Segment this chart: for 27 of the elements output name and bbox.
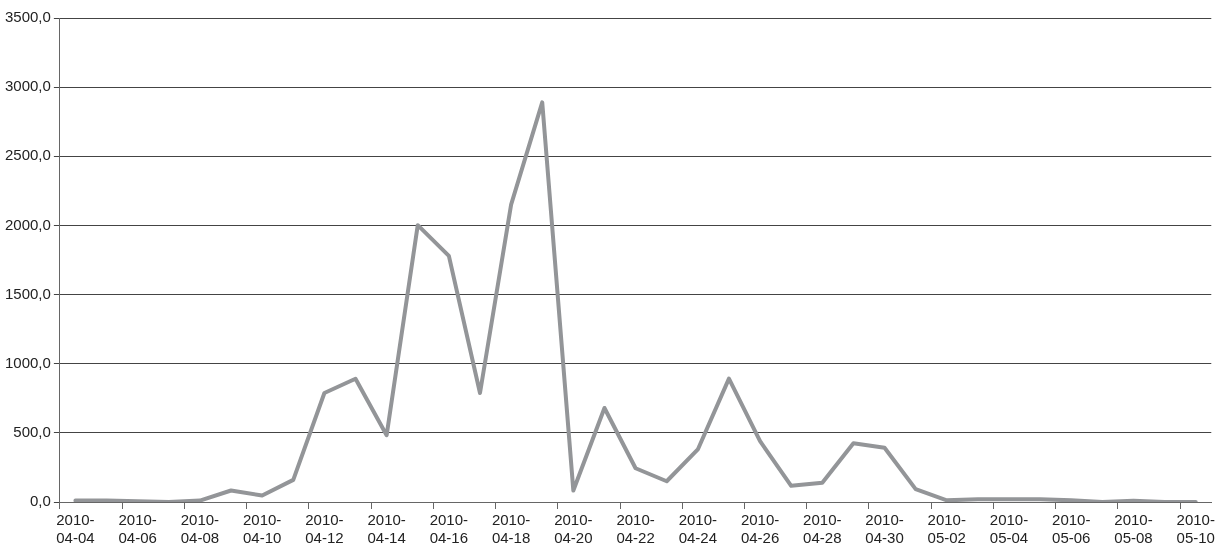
x-tick-label: 2010-04-08: [180, 511, 220, 547]
y-tick-label: 2500,0: [4, 146, 51, 164]
y-tick-label: 500,0: [13, 423, 51, 440]
y-tick-label: 1000,0: [4, 353, 51, 371]
x-tick-label: 2010-05-08: [1114, 511, 1153, 547]
x-tick-label: 2010-04-06: [118, 511, 157, 547]
y-tick-label: 0,0: [30, 492, 51, 510]
x-tick-label: 2010-04-20: [554, 511, 593, 547]
x-tick-label: 2010-04-14: [367, 511, 406, 547]
y-tick-label: 3500,0: [4, 8, 51, 26]
x-tick-label: 2010-04-10: [242, 511, 282, 547]
x-tick-label: 2010-04-30: [865, 511, 904, 547]
x-tick-label: 2010-05-10: [1176, 511, 1215, 547]
x-tick-label: 2010-04-26: [740, 511, 780, 547]
x-tick-label: 2010-04-28: [803, 511, 842, 547]
x-tick-label: 2010-04-18: [491, 511, 531, 547]
x-tick-label: 2010-05-02: [927, 511, 966, 547]
x-tick-label: 2010-05-06: [1052, 511, 1091, 547]
y-tick-label: 1500,0: [4, 284, 51, 302]
y-tick-label: 3000,0: [4, 77, 51, 95]
x-tick-label: 2010-05-04: [989, 511, 1029, 547]
x-tick-label: 2010-04-22: [616, 511, 655, 547]
x-tick-label: 2010-04-24: [678, 511, 718, 547]
x-tick-label: 2010-04-04: [56, 511, 95, 547]
y-tick-label: 2000,0: [4, 215, 51, 233]
x-tick-label: 2010-04-16: [429, 511, 469, 547]
x-tick-label: 2010-04-12: [305, 511, 344, 547]
